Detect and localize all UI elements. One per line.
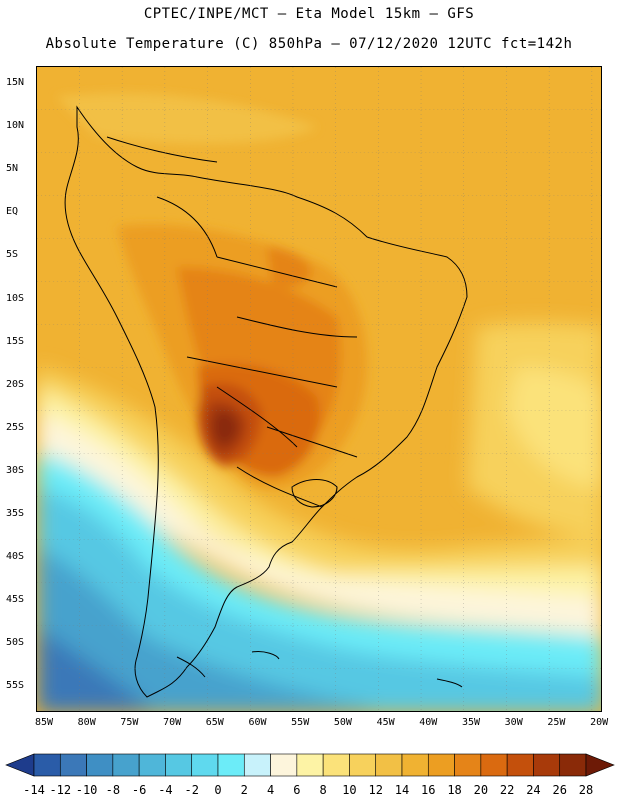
- lon-tick-label: 65W: [205, 717, 224, 728]
- colorbar-tick-label: 12: [368, 783, 383, 797]
- lat-tick-label: 50S: [6, 637, 25, 649]
- colorbar-tick-label: 16: [421, 783, 436, 797]
- lat-tick-label: 20S: [6, 378, 25, 390]
- colorbar-tick-label: -4: [158, 783, 173, 797]
- colorbar-swatch: [427, 753, 455, 777]
- colorbar-swatch: [533, 753, 561, 777]
- colorbar-tick-label: 8: [319, 783, 327, 797]
- chart-subtitle: Absolute Temperature (C) 850hPa — 07/12/…: [45, 36, 573, 52]
- lon-tick-label: 25W: [547, 717, 566, 728]
- lon-tick-label: 35W: [461, 717, 481, 728]
- colorbar: [5, 753, 615, 777]
- lat-lon-grid: [37, 67, 601, 711]
- lat-tick-label: 45S: [6, 594, 25, 606]
- lon-tick-label: 40W: [419, 717, 438, 728]
- colorbar-tick-label: 2: [240, 783, 248, 797]
- chart-title: CPTEC/INPE/MCT — Eta Model 15km — GFS: [143, 6, 475, 22]
- colorbar-swatch: [112, 753, 140, 777]
- lon-tick-label: 30W: [504, 717, 523, 728]
- colorbar-tick-label: -6: [131, 783, 147, 797]
- lon-tick-label: 75W: [120, 717, 139, 728]
- colorbar-swatch: [243, 753, 271, 777]
- lat-tick-label: 15N: [6, 77, 25, 88]
- temperature-field: [37, 67, 601, 711]
- colorbar-tick-label: 22: [499, 783, 515, 797]
- lat-tick-label: 10N: [6, 120, 25, 132]
- colorbar-swatch: [138, 753, 166, 777]
- colorbar-tick-label: 0: [214, 783, 222, 797]
- colorbar-swatch: [349, 753, 377, 777]
- colorbar-tick-label: 18: [447, 783, 462, 797]
- lon-tick-label: 60W: [248, 717, 267, 728]
- lon-tick-label: 45W: [376, 717, 395, 728]
- colorbar-swatch: [86, 753, 114, 777]
- lat-tick-label: 35S: [6, 508, 25, 519]
- lon-tick-label: 20W: [590, 717, 609, 728]
- colorbar-swatch: [165, 753, 193, 777]
- colorbar-tick-label: 24: [526, 783, 541, 797]
- colorbar-swatch: [270, 753, 298, 777]
- colorbar-swatch: [454, 753, 482, 777]
- colorbar-swatch: [322, 753, 350, 777]
- lat-tick-label: 5S: [6, 249, 19, 261]
- lon-tick-label: 80W: [77, 717, 96, 728]
- colorbar-swatch: [401, 753, 429, 777]
- colorbar-tick-label: 6: [293, 783, 301, 797]
- colorbar-swatch: [217, 753, 245, 777]
- colorbar-tick-label: 26: [552, 783, 567, 797]
- lat-tick-label: 10S: [6, 292, 25, 304]
- colorbar-swatch: [59, 753, 87, 777]
- lat-tick-label: 40S: [6, 551, 25, 563]
- colorbar-max-arrow: [585, 753, 615, 777]
- colorbar-swatch: [296, 753, 324, 777]
- colorbar-tick-label: 28: [578, 783, 594, 797]
- lat-tick-label: 15S: [6, 335, 25, 347]
- colorbar-swatch: [480, 753, 508, 777]
- lat-tick-label: EQ: [6, 206, 19, 218]
- colorbar-tick-label: -12: [49, 783, 72, 797]
- colorbar-tick-label: 10: [342, 783, 357, 797]
- lon-tick-label: 70W: [163, 717, 182, 728]
- colorbar-swatch: [559, 753, 587, 777]
- colorbar-tick-label: 14: [394, 783, 410, 797]
- colorbar-swatch: [33, 753, 61, 777]
- colorbar-tick-label: 20: [473, 783, 489, 797]
- colorbar-tick-label: -2: [184, 783, 199, 797]
- lat-tick-label: 5N: [6, 163, 19, 175]
- colorbar-swatch: [375, 753, 403, 777]
- colorbar-tick-label: 4: [266, 783, 275, 797]
- colorbar-swatch: [191, 753, 219, 777]
- colorbar-tick-label: -10: [75, 783, 98, 797]
- colorbar-tick-label: -8: [105, 783, 121, 797]
- lon-tick-label: 85W: [34, 717, 54, 728]
- lon-tick-label: 50W: [333, 717, 352, 728]
- lat-tick-label: 25S: [6, 421, 25, 433]
- colorbar-swatch: [506, 753, 534, 777]
- lat-tick-label: 55S: [6, 680, 25, 692]
- temperature-map: [36, 66, 602, 712]
- lat-tick-label: 30S: [6, 464, 25, 476]
- colorbar-tick-label: -14: [23, 783, 45, 797]
- colorbar-min-arrow: [5, 753, 35, 777]
- lon-tick-label: 55W: [291, 717, 310, 728]
